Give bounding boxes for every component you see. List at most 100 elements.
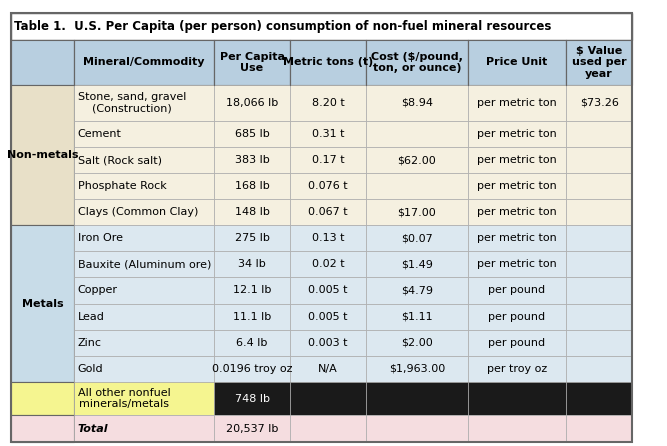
Text: per pound: per pound: [488, 311, 546, 322]
Text: Per Capita
Use: Per Capita Use: [219, 52, 285, 73]
Bar: [290, 416, 366, 442]
Text: 0.02 t: 0.02 t: [311, 260, 344, 269]
Text: $ Value
used per
year: $ Value used per year: [572, 46, 626, 79]
Text: per metric ton: per metric ton: [477, 207, 557, 217]
Bar: [566, 277, 632, 304]
Bar: [75, 147, 214, 173]
Text: Price Unit: Price Unit: [486, 58, 548, 67]
Bar: [566, 173, 632, 199]
Bar: [75, 416, 214, 442]
Bar: [214, 330, 290, 355]
Text: 168 lb: 168 lb: [235, 182, 269, 191]
Bar: [214, 355, 290, 382]
Text: Phosphate Rock: Phosphate Rock: [77, 182, 166, 191]
Bar: [290, 304, 366, 330]
Text: 748 lb: 748 lb: [235, 393, 269, 404]
Bar: [11, 382, 75, 416]
Text: 34 lb: 34 lb: [238, 260, 266, 269]
Text: $73.26: $73.26: [580, 98, 618, 108]
Text: $8.94: $8.94: [401, 98, 433, 108]
Text: Stone, sand, gravel
(Construction): Stone, sand, gravel (Construction): [77, 92, 186, 114]
Text: Bauxite (Aluminum ore): Bauxite (Aluminum ore): [77, 260, 211, 269]
Bar: [214, 40, 290, 85]
Bar: [468, 85, 566, 121]
Bar: [214, 173, 290, 199]
Bar: [75, 40, 214, 85]
Bar: [75, 304, 214, 330]
Text: 12.1 lb: 12.1 lb: [233, 285, 271, 296]
Bar: [11, 225, 75, 382]
Text: $17.00: $17.00: [398, 207, 436, 217]
Bar: [290, 252, 366, 277]
Bar: [214, 416, 290, 442]
Bar: [290, 355, 366, 382]
Text: Copper: Copper: [77, 285, 117, 296]
Bar: [366, 355, 468, 382]
Text: 0.067 t: 0.067 t: [308, 207, 348, 217]
Bar: [75, 355, 214, 382]
Bar: [468, 330, 566, 355]
Text: 275 lb: 275 lb: [235, 233, 269, 244]
Bar: [468, 199, 566, 225]
Bar: [214, 382, 290, 416]
Bar: [290, 121, 366, 147]
Bar: [290, 173, 366, 199]
Text: $1,963.00: $1,963.00: [389, 363, 445, 374]
Text: per metric ton: per metric ton: [477, 98, 557, 108]
Text: 8.20 t: 8.20 t: [311, 98, 344, 108]
Text: All other nonfuel
minerals/metals: All other nonfuel minerals/metals: [77, 388, 170, 409]
Bar: [75, 277, 214, 304]
Bar: [290, 199, 366, 225]
Text: N/A: N/A: [318, 363, 338, 374]
Bar: [366, 382, 468, 416]
Bar: [366, 173, 468, 199]
Bar: [290, 382, 366, 416]
Bar: [566, 121, 632, 147]
Text: 0.005 t: 0.005 t: [308, 285, 348, 296]
Text: Gold: Gold: [77, 363, 103, 374]
Text: Total: Total: [77, 424, 108, 434]
Bar: [566, 330, 632, 355]
Bar: [366, 330, 468, 355]
Bar: [214, 199, 290, 225]
Bar: [75, 173, 214, 199]
Bar: [214, 85, 290, 121]
Bar: [290, 40, 366, 85]
Text: 685 lb: 685 lb: [235, 129, 269, 139]
Text: $2.00: $2.00: [401, 338, 433, 347]
Bar: [566, 40, 632, 85]
Text: 18,066 lb: 18,066 lb: [226, 98, 278, 108]
Text: $0.07: $0.07: [401, 233, 433, 244]
Bar: [366, 416, 468, 442]
Bar: [75, 252, 214, 277]
Bar: [11, 85, 75, 225]
Bar: [468, 355, 566, 382]
Bar: [75, 225, 214, 252]
Bar: [566, 416, 632, 442]
Bar: [468, 121, 566, 147]
Bar: [566, 225, 632, 252]
Bar: [366, 147, 468, 173]
Bar: [214, 121, 290, 147]
Text: $1.11: $1.11: [401, 311, 433, 322]
Bar: [566, 355, 632, 382]
Bar: [566, 252, 632, 277]
Text: Iron Ore: Iron Ore: [77, 233, 123, 244]
Bar: [366, 121, 468, 147]
Text: $4.79: $4.79: [401, 285, 433, 296]
Bar: [366, 225, 468, 252]
Text: 148 lb: 148 lb: [235, 207, 269, 217]
Text: Cost ($/pound,
ton, or ounce): Cost ($/pound, ton, or ounce): [371, 52, 463, 73]
Bar: [566, 382, 632, 416]
Text: 0.31 t: 0.31 t: [312, 129, 344, 139]
Text: Cement: Cement: [77, 129, 121, 139]
Bar: [566, 199, 632, 225]
Bar: [468, 147, 566, 173]
Text: 383 lb: 383 lb: [235, 155, 269, 165]
Bar: [468, 416, 566, 442]
Text: Metals: Metals: [22, 298, 63, 309]
Bar: [366, 252, 468, 277]
Bar: [468, 252, 566, 277]
Bar: [75, 121, 214, 147]
Bar: [366, 85, 468, 121]
